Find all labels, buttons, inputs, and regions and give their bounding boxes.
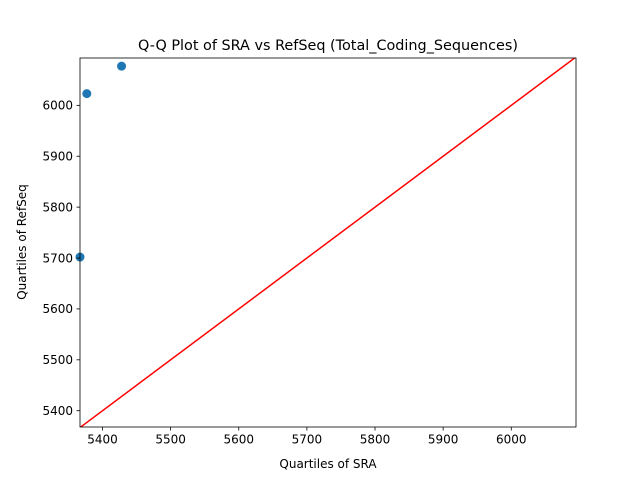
y-axis-ticks: 5400 5500 5600 5700 5800 5900 6000 xyxy=(42,99,80,418)
axes-border xyxy=(79,57,577,428)
y-tick-label: 5500 xyxy=(42,353,73,367)
y-tick-label: 5900 xyxy=(42,150,73,164)
x-tick-label: 5500 xyxy=(155,433,186,447)
y-tick-label: 5400 xyxy=(42,404,73,418)
x-tick-label: 5700 xyxy=(292,433,323,447)
data-point-3 xyxy=(117,61,127,71)
y-tick-label: 5700 xyxy=(42,251,73,265)
axes-frame xyxy=(79,57,577,428)
x-tick-label: 5400 xyxy=(87,433,118,447)
data-point-2 xyxy=(82,89,92,99)
y-tick-label: 6000 xyxy=(42,99,73,113)
x-tick-label: 5900 xyxy=(428,433,459,447)
reference-line xyxy=(80,58,576,427)
x-tick-label: 6000 xyxy=(496,433,527,447)
x-axis-ticks: 5400 5500 5600 5700 5800 5900 6000 xyxy=(87,427,527,447)
y-axis-label: Quartiles of RefSeq xyxy=(15,184,29,300)
x-axis-label: Quartiles of SRA xyxy=(279,457,377,471)
y-tick-label: 5600 xyxy=(42,302,73,316)
x-tick-label: 5600 xyxy=(223,433,254,447)
y-tick-label: 5800 xyxy=(42,200,73,214)
x-tick-label: 5800 xyxy=(360,433,391,447)
reference-line-layer xyxy=(80,58,576,427)
chart-title: Q-Q Plot of SRA vs RefSeq (Total_Coding_… xyxy=(138,38,518,54)
